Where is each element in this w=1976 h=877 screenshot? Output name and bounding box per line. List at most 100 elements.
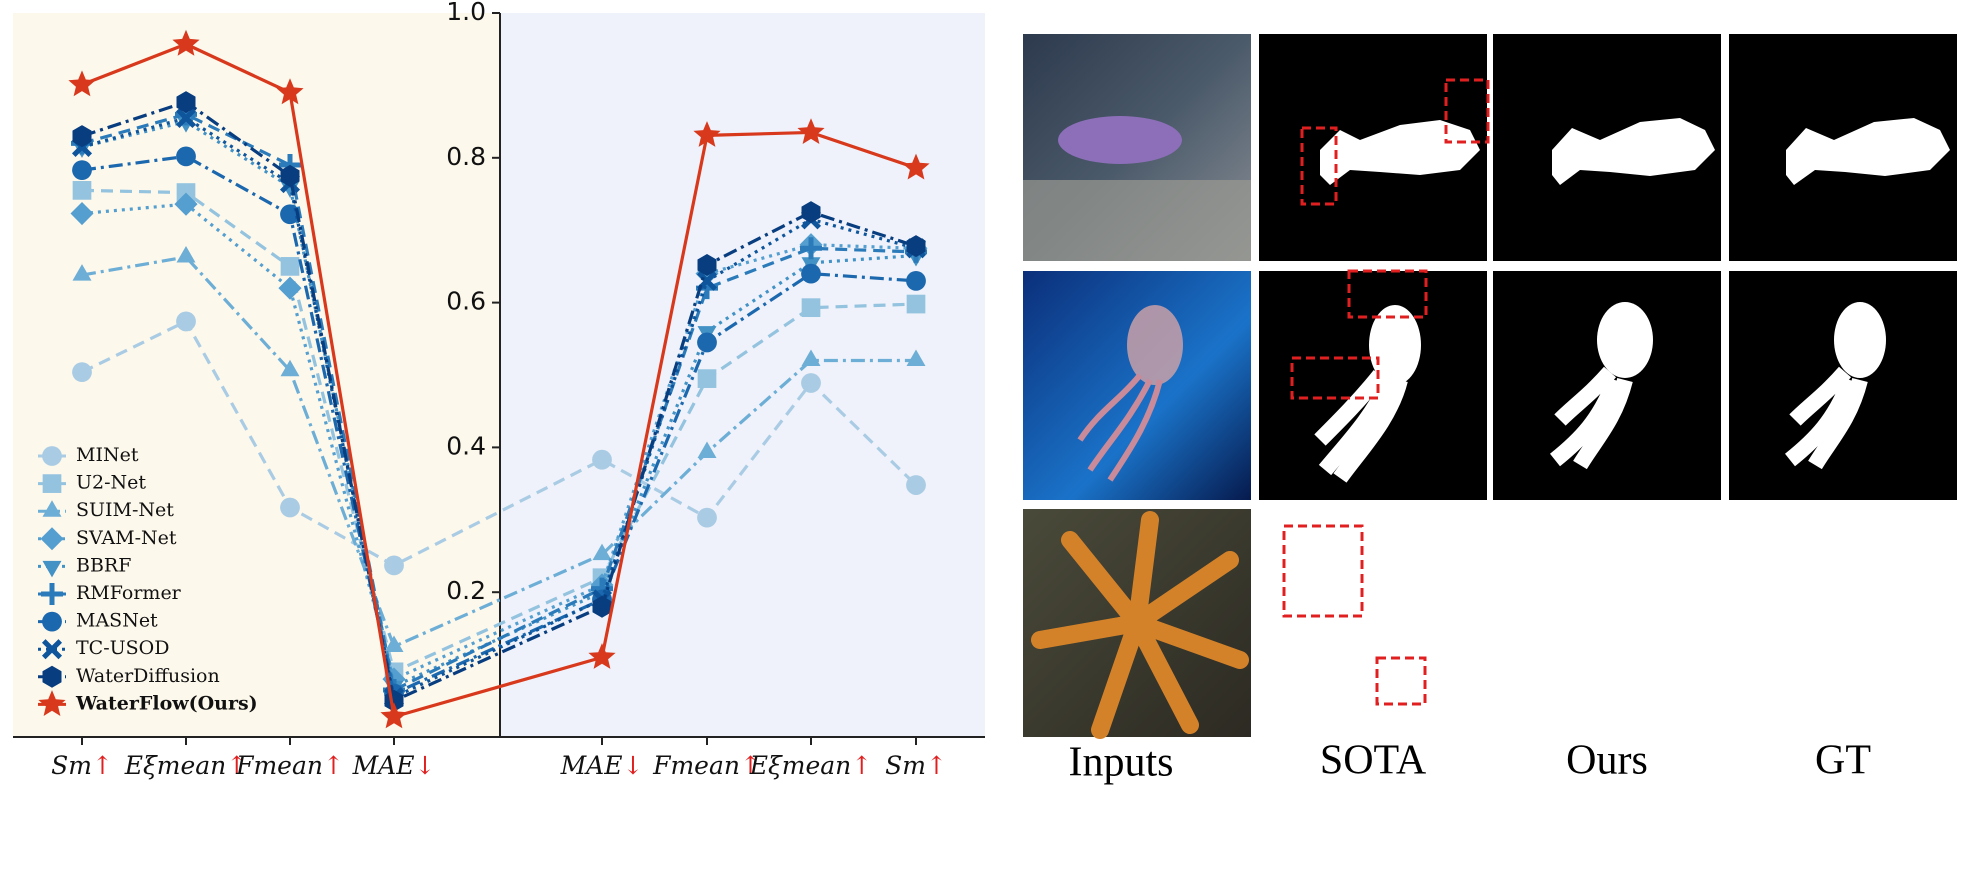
series-line [81,154,917,696]
error-box [1444,78,1490,144]
marker [42,474,62,493]
mask-shape [1320,120,1480,185]
y-tick-label: 0.2 [446,576,486,605]
rock [1023,180,1251,261]
marker [801,298,821,318]
category: Eξmean [124,751,227,780]
input-image [1023,271,1251,500]
legend-label: MASNet [76,610,158,632]
marker [176,146,196,167]
marker [72,181,92,200]
x-tick-label: Sm↑ [51,751,113,780]
series-line [81,255,916,649]
marker [906,270,926,291]
marker [175,107,197,128]
chart: 0.20.40.60.81.0Sm↑ Eξmean↑Fmean↑ MAE↓ MAE↓ F… [13,0,985,780]
column-label: Inputs [1069,740,1174,786]
marker [697,441,717,458]
category: Sm [51,751,92,780]
marker [280,164,300,187]
legend-label: SVAM-Net [76,527,177,549]
marker [592,543,612,561]
category: Fmean [652,751,740,780]
mask-shape [1369,305,1421,385]
marker [41,639,63,660]
series-line [81,116,917,700]
series-line [81,319,918,568]
tentacles [1077,373,1163,482]
marker [801,349,821,366]
y-tick-label: 0.8 [446,142,486,171]
marker [68,70,96,97]
x-tick-label: Sm↑ [885,751,947,780]
marker [801,263,821,284]
legend-label: WaterDiffusion [76,665,220,687]
series-line [81,112,917,693]
jellyfish [1127,305,1183,385]
marker [592,449,612,470]
category: MAE [560,751,623,780]
marker [384,635,404,652]
marker [280,257,300,276]
marker [697,507,717,528]
marker [70,202,94,226]
marker [906,235,926,258]
category: Sm [885,751,926,780]
mask-shape [1597,302,1653,378]
marker [42,665,62,688]
series-line [81,188,917,675]
marker [588,643,616,669]
direction-arrow: ↑ [740,751,761,780]
legend-label: BBRF [76,554,131,576]
marker [38,690,66,716]
marker [801,373,821,393]
category: Fmean [235,751,323,780]
marker [72,362,92,383]
marker [42,611,62,632]
marker [384,555,404,576]
direction-arrow: ↑ [92,751,113,780]
direction-arrow: ↑ [926,751,947,780]
series-line [81,42,917,719]
marker [41,583,63,605]
category: MAE [352,751,415,780]
marker [176,311,196,332]
fish [1058,116,1182,164]
marker [697,254,717,276]
mask-shape [1550,366,1633,470]
marker [800,237,822,260]
marker [40,527,64,551]
x-tick-label: Eξmean↑ [124,751,247,780]
marker [278,276,302,300]
direction-arrow: ↑ [851,751,872,780]
marker [172,29,200,56]
marker [42,446,62,466]
marker [801,201,821,224]
series-line [81,119,917,689]
marker [906,349,926,366]
marker [276,78,304,105]
marker [380,702,408,729]
y-tick-label: 0.6 [446,287,486,316]
x-tick-label: MAE↓ [352,751,436,780]
legend-label: SUIM-Net [76,499,174,521]
mask-shape [1834,302,1886,378]
column-label: GT [1815,738,1871,784]
legend-label: TC-USOD [76,637,169,659]
x-tick-label: MAE↓ [560,751,644,780]
mask-shape [1785,366,1868,470]
error-box [1375,656,1427,706]
marker [906,475,926,495]
marker [280,497,300,518]
marker [72,160,92,181]
error-box [1290,356,1380,400]
legend-label: WaterFlow(Ours) [75,692,258,714]
marker [797,118,825,144]
mask-shape [1552,118,1715,185]
x-tick-label: Eξmean↑ [749,751,872,780]
marker [693,121,721,147]
error-box [1300,126,1338,206]
direction-arrow: ↑ [226,751,247,780]
marker [906,294,926,314]
